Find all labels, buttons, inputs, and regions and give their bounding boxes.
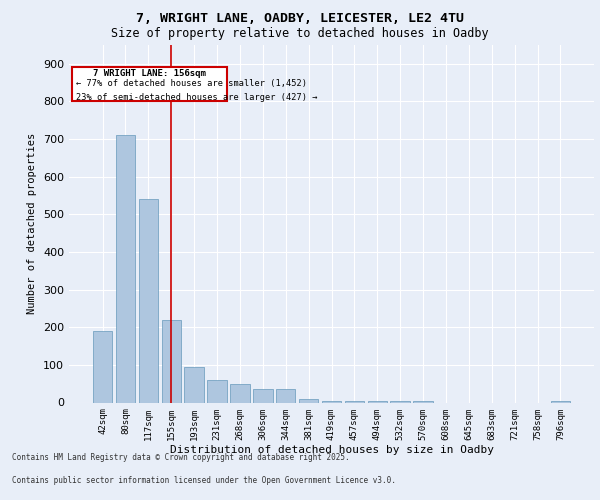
Bar — [299, 398, 319, 402]
FancyBboxPatch shape — [71, 67, 227, 101]
Text: 7, WRIGHT LANE, OADBY, LEICESTER, LE2 4TU: 7, WRIGHT LANE, OADBY, LEICESTER, LE2 4T… — [136, 12, 464, 26]
Text: Contains public sector information licensed under the Open Government Licence v3: Contains public sector information licen… — [12, 476, 396, 485]
Text: Size of property relative to detached houses in Oadby: Size of property relative to detached ho… — [111, 28, 489, 40]
Bar — [184, 367, 204, 402]
Bar — [139, 200, 158, 402]
X-axis label: Distribution of detached houses by size in Oadby: Distribution of detached houses by size … — [170, 445, 493, 455]
Bar — [116, 136, 135, 402]
Bar — [161, 320, 181, 402]
Text: 23% of semi-detached houses are larger (427) →: 23% of semi-detached houses are larger (… — [76, 92, 317, 102]
Bar — [322, 400, 341, 402]
Bar — [368, 400, 387, 402]
Bar — [208, 380, 227, 402]
Y-axis label: Number of detached properties: Number of detached properties — [28, 133, 37, 314]
Text: Contains HM Land Registry data © Crown copyright and database right 2025.: Contains HM Land Registry data © Crown c… — [12, 454, 350, 462]
Bar — [551, 400, 570, 402]
Bar — [253, 390, 272, 402]
Bar — [413, 400, 433, 402]
Bar — [344, 400, 364, 402]
Bar — [93, 331, 112, 402]
Text: ← 77% of detached houses are smaller (1,452): ← 77% of detached houses are smaller (1,… — [76, 79, 307, 88]
Text: 7 WRIGHT LANE: 156sqm: 7 WRIGHT LANE: 156sqm — [92, 68, 205, 78]
Bar — [276, 390, 295, 402]
Bar — [391, 400, 410, 402]
Bar — [230, 384, 250, 402]
